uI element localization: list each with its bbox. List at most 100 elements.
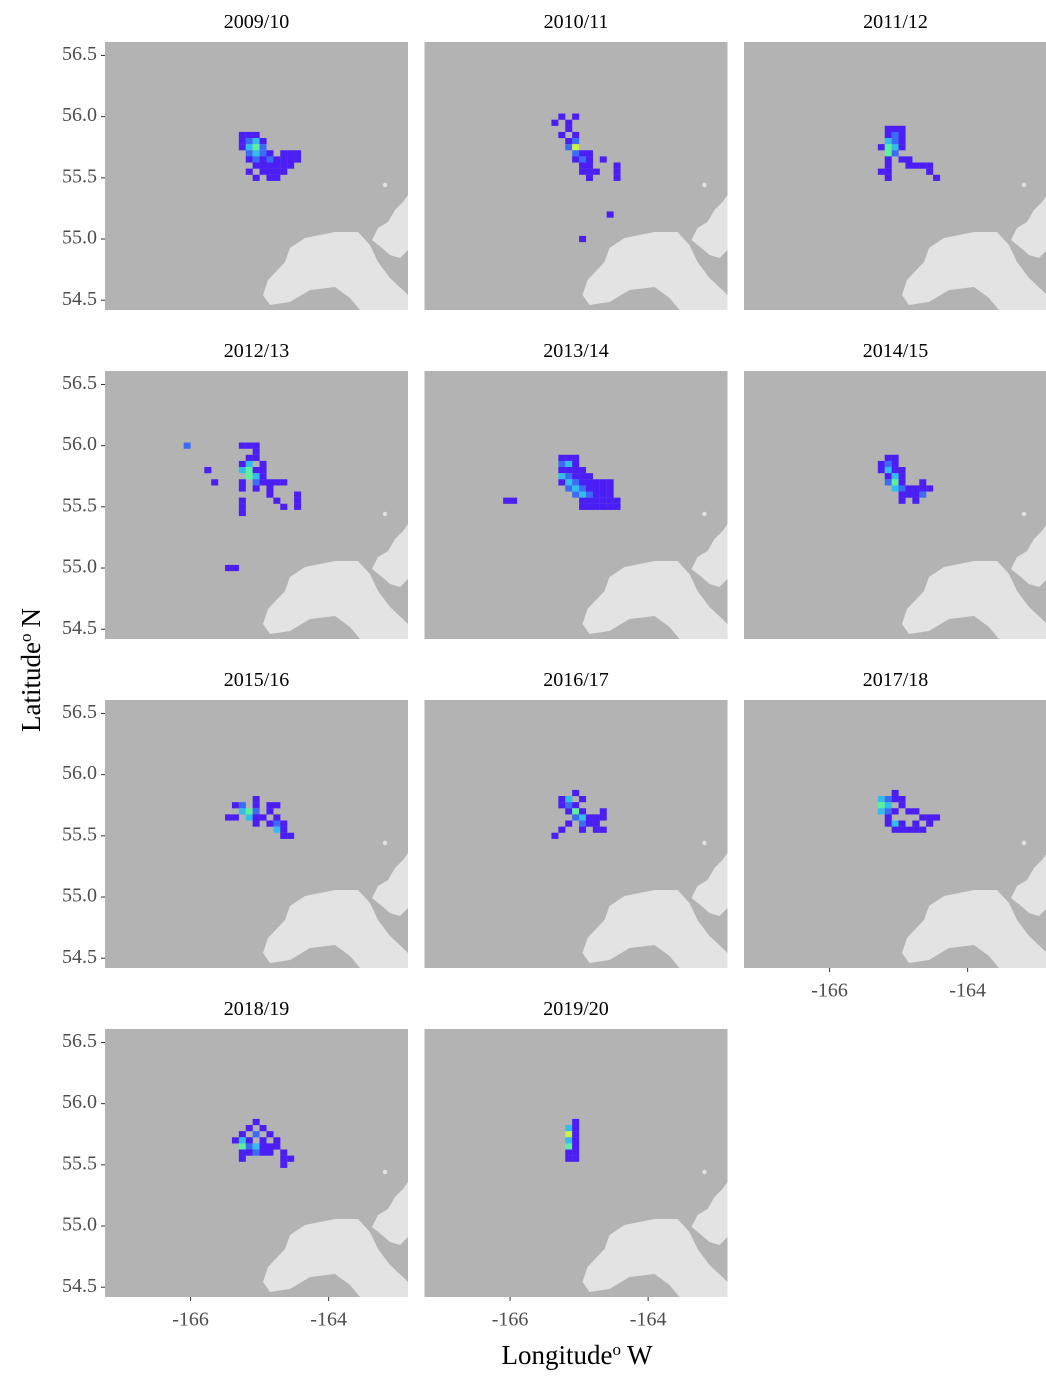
y-tick-label: 54.5: [62, 288, 97, 310]
cell: [592, 168, 600, 175]
y-tick-label: 55.5: [62, 165, 97, 187]
cell: [912, 820, 920, 827]
cell: [245, 144, 253, 151]
cell: [572, 1125, 580, 1132]
cell: [565, 144, 573, 151]
panel: 2017/18 -166 -164: [744, 669, 1046, 1002]
cell: [898, 473, 906, 480]
x-tick-label: -164: [949, 980, 986, 1002]
cell: [592, 479, 600, 486]
cell: [273, 497, 281, 504]
cell: [579, 826, 587, 833]
cell: [613, 174, 621, 181]
cell: [252, 1143, 260, 1150]
x-tick-label: -166: [172, 1309, 209, 1331]
cell: [558, 473, 566, 480]
cell: [599, 156, 607, 163]
panel-title: 2015/16: [224, 669, 290, 691]
cell: [599, 503, 607, 510]
y-tick-label: 56.5: [62, 43, 97, 65]
cell: [898, 485, 906, 492]
cell: [245, 1125, 253, 1132]
y-tick-label: 56.0: [62, 104, 97, 126]
cell: [280, 1161, 288, 1168]
y-tick-label: 56.0: [62, 1091, 97, 1113]
cell: [926, 162, 934, 169]
cell: [585, 820, 593, 827]
cell: [252, 808, 260, 815]
cell: [273, 826, 281, 833]
cell: [572, 460, 580, 468]
cell: [259, 814, 267, 821]
cell: [273, 820, 281, 827]
cell: [245, 1143, 253, 1150]
cell: [606, 479, 614, 486]
cell: [245, 814, 253, 821]
cell: [613, 497, 621, 504]
cell: [259, 156, 267, 163]
x-tick-label: -166: [811, 980, 848, 1002]
cell: [238, 138, 246, 145]
cell: [572, 113, 580, 120]
cell: [891, 454, 899, 461]
cell: [225, 814, 233, 821]
cell: [204, 467, 212, 474]
cell: [919, 479, 927, 486]
cell: [245, 156, 253, 163]
cell: [919, 491, 927, 498]
cell: [592, 814, 600, 821]
cell: [592, 485, 600, 492]
cell: [565, 1125, 573, 1132]
cell: [565, 1149, 573, 1156]
cell: [884, 454, 892, 461]
cell: [294, 497, 302, 504]
y-tick-label: 55.5: [62, 823, 97, 845]
cell: [558, 479, 566, 486]
cell: [266, 485, 274, 492]
cell: [238, 479, 246, 486]
cell: [294, 491, 302, 498]
cell: [599, 808, 607, 815]
cell: [919, 485, 927, 492]
cell: [884, 460, 892, 468]
panel: 2011/12: [744, 11, 1046, 310]
cell: [926, 168, 934, 175]
panels: 2009/10 54.5 55.0 55.5 56.0 56.5 2010/11 2011/1…: [62, 11, 1046, 1331]
cell: [579, 150, 587, 157]
cell: [280, 168, 288, 175]
cell: [891, 485, 899, 492]
cell: [579, 796, 587, 803]
cell: [579, 485, 587, 492]
cell: [280, 156, 288, 163]
cell: [891, 467, 899, 474]
cell: [252, 1149, 260, 1156]
cell: [231, 814, 239, 821]
cell: [503, 497, 511, 504]
cell: [259, 1137, 267, 1144]
cell: [252, 1118, 260, 1126]
cell: [898, 491, 906, 498]
cell: [613, 162, 621, 169]
cell: [599, 485, 607, 492]
cell: [266, 168, 274, 175]
cell: [287, 832, 295, 839]
panel-title: 2018/19: [224, 998, 290, 1020]
cell: [287, 150, 295, 157]
cell: [273, 162, 281, 169]
cell: [565, 473, 573, 480]
cell: [558, 796, 566, 803]
cell: [287, 156, 295, 163]
cell: [266, 1131, 274, 1138]
y-tick-label: 55.0: [62, 885, 97, 907]
cell: [919, 814, 927, 821]
cell: [273, 814, 281, 821]
cell: [572, 1131, 580, 1138]
cell: [273, 168, 281, 175]
cell: [572, 467, 580, 474]
cell: [599, 826, 607, 833]
cell: [891, 479, 899, 486]
cell: [259, 144, 267, 151]
cell: [884, 473, 892, 480]
y-tick-label: 54.5: [62, 617, 97, 639]
cell: [252, 467, 260, 474]
